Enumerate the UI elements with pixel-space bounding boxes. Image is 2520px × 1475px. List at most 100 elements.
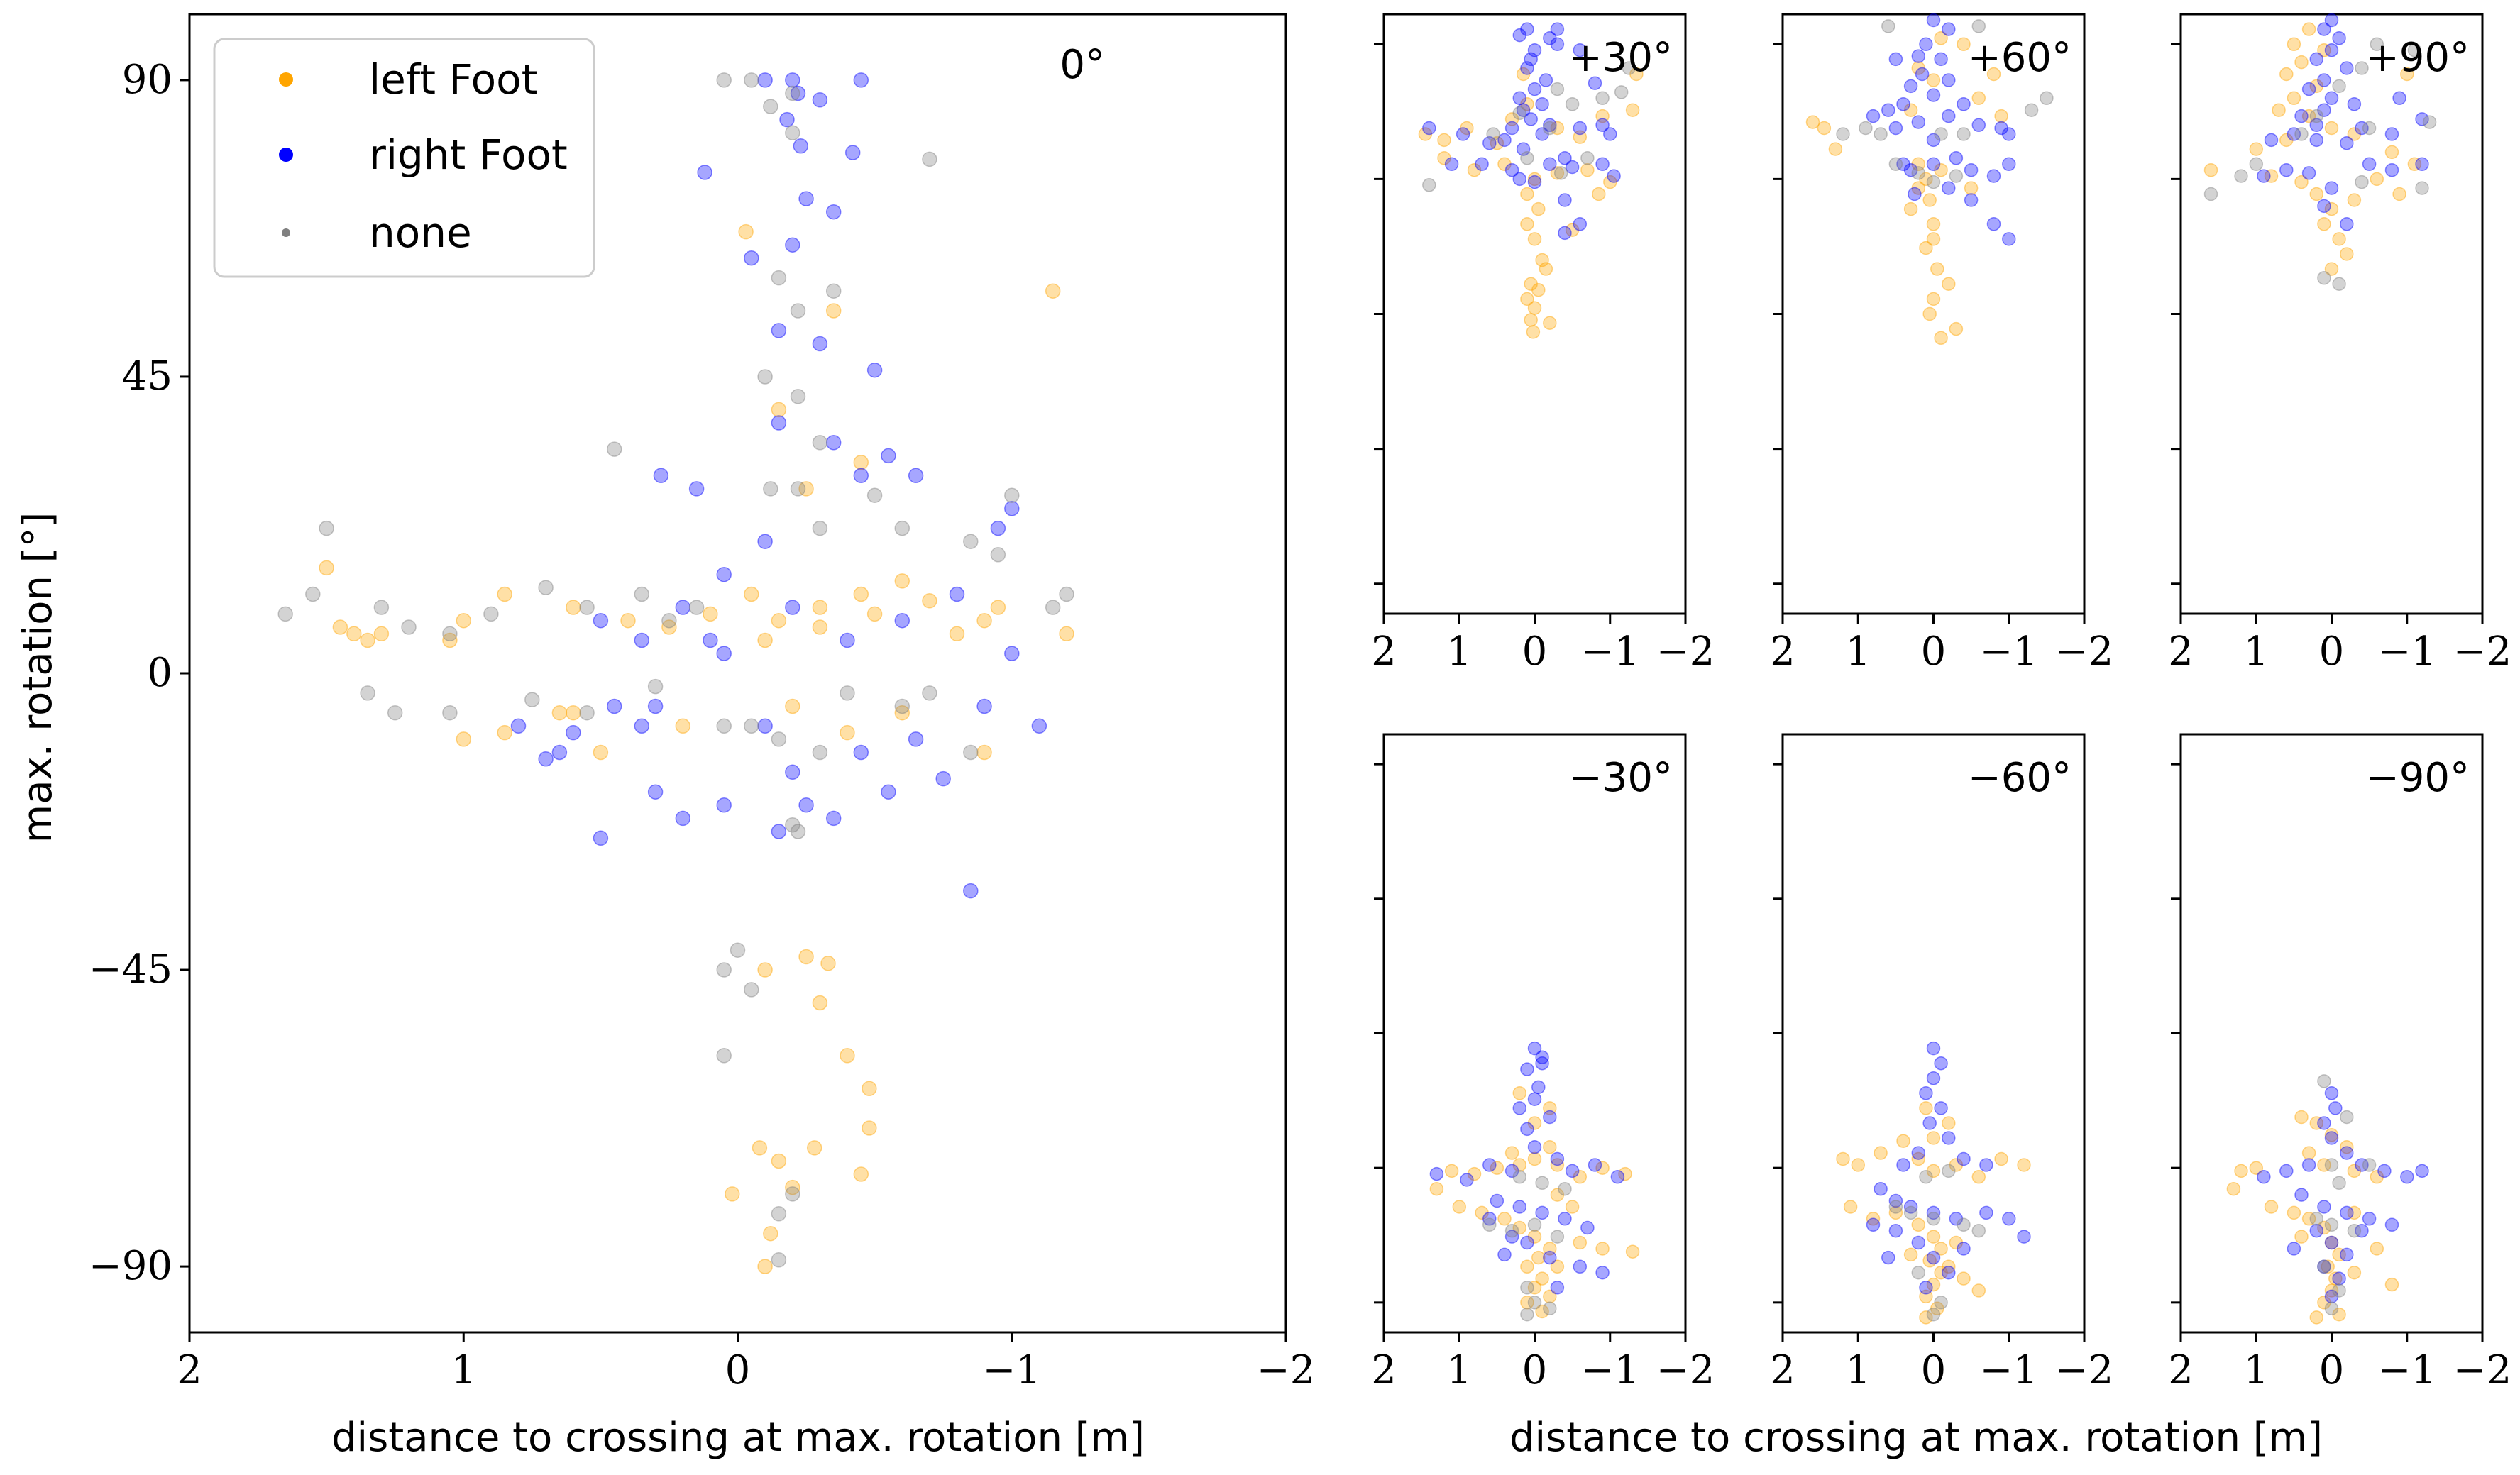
data-point-none	[373, 600, 390, 615]
data-point-none	[2324, 1301, 2339, 1316]
data-point-left-foot	[1942, 1116, 1956, 1130]
data-point-none	[2317, 1259, 2331, 1274]
x-tick-label: 2	[1371, 1347, 1397, 1393]
data-point-left-foot	[2324, 121, 2339, 136]
x-tick-label: −2	[2055, 1347, 2114, 1393]
data-point-left-foot	[1874, 1146, 1888, 1160]
data-point-left-foot	[1520, 217, 1534, 231]
panel-angle-label: −90°	[2366, 755, 2470, 801]
data-point-left-foot	[2340, 1139, 2354, 1154]
data-point-none	[579, 705, 595, 721]
data-point-right-foot	[2362, 157, 2377, 172]
data-point-left-foot	[2317, 1296, 2331, 1310]
data-point-right-foot	[1422, 121, 1436, 136]
data-point-left-foot	[1618, 1166, 1632, 1181]
data-point-right-foot	[1964, 193, 1979, 207]
data-point-none	[1565, 97, 1580, 111]
data-point-right-foot	[825, 810, 842, 827]
x-tick-label: −1	[1580, 629, 1639, 675]
data-point-right-foot	[2332, 31, 2346, 45]
data-point-left-foot	[2309, 1116, 2324, 1130]
data-point-right-foot	[1516, 142, 1531, 156]
data-point-right-foot	[2340, 1247, 2354, 1262]
legend-marker-right-foot	[279, 148, 293, 162]
data-point-left-foot	[1595, 1242, 1610, 1256]
data-point-right-foot	[593, 830, 609, 846]
data-point-left-foot	[1467, 162, 1482, 177]
data-point-right-foot	[1926, 1250, 1941, 1265]
data-point-left-foot	[703, 606, 718, 622]
x-tick-label: −2	[1656, 1347, 1715, 1393]
data-point-right-foot	[757, 534, 773, 549]
data-point-right-foot	[1888, 1223, 1903, 1238]
x-tick-label: 1	[2243, 629, 2269, 675]
x-tick-label: 1	[1845, 1347, 1871, 1393]
data-point-right-foot	[744, 250, 759, 266]
data-point-left-foot	[825, 303, 842, 319]
data-point-right-foot	[976, 698, 992, 714]
data-point-none	[1520, 151, 1534, 165]
data-point-right-foot	[1588, 76, 1602, 90]
data-point-left-foot	[1573, 130, 1588, 144]
data-point-left-foot	[1531, 282, 1546, 297]
data-point-right-foot	[2294, 1188, 2309, 1202]
x-tick-label: 0	[725, 1347, 751, 1393]
data-point-right-foot	[1497, 133, 1512, 148]
main-x-axis-label: distance to crossing at max. rotation [m…	[331, 1415, 1145, 1461]
data-point-left-foot	[2370, 1170, 2384, 1184]
data-point-none	[2362, 1158, 2377, 1172]
data-point-right-foot	[1911, 1235, 1926, 1250]
data-point-none	[442, 705, 458, 721]
data-point-right-foot	[1558, 193, 1572, 207]
data-point-left-foot	[2392, 187, 2406, 201]
data-point-right-foot	[2324, 91, 2339, 106]
data-point-none	[990, 547, 1006, 563]
data-point-right-foot	[1565, 1164, 1580, 1178]
data-point-left-foot	[1490, 136, 1504, 150]
x-tick-label: −2	[2453, 1347, 2512, 1393]
data-point-none	[2355, 175, 2369, 189]
data-point-left-foot	[752, 1140, 768, 1156]
panel-3: 2 1 0 −1 −2 +60°	[1770, 13, 2113, 675]
data-point-none	[2332, 277, 2346, 291]
data-point-left-foot	[1535, 1271, 1549, 1286]
data-point-right-foot	[785, 237, 800, 253]
data-point-none	[922, 685, 937, 701]
data-point-left-foot	[1926, 1277, 1941, 1292]
data-point-left-foot	[1930, 1301, 1944, 1316]
data-point-left-foot	[1444, 1164, 1459, 1178]
data-point-left-foot	[1971, 91, 1986, 106]
data-point-right-foot	[1543, 157, 1557, 172]
data-point-right-foot	[2317, 1259, 2331, 1274]
data-point-left-foot	[922, 593, 937, 609]
data-point-right-foot	[1524, 112, 1538, 126]
data-point-right-foot	[1911, 115, 1926, 129]
data-point-left-foot	[675, 718, 691, 734]
data-point-right-foot	[881, 784, 896, 800]
data-point-right-foot	[1543, 1250, 1557, 1265]
data-point-left-foot	[1531, 1250, 1546, 1265]
data-point-none	[2415, 181, 2429, 195]
data-point-left-foot	[1934, 1242, 1948, 1256]
data-point-right-foot	[2317, 103, 2331, 117]
data-point-right-foot	[963, 883, 979, 899]
data-point-none	[1614, 85, 1629, 99]
data-point-left-foot	[1418, 127, 1433, 141]
data-point-left-foot	[798, 949, 814, 965]
data-point-left-foot	[2332, 1307, 2346, 1322]
data-point-left-foot	[2017, 1158, 2031, 1172]
data-point-right-foot	[1512, 1101, 1527, 1115]
data-point-left-foot	[1922, 1254, 1937, 1268]
x-tick-label: −2	[1656, 629, 1715, 675]
data-point-right-foot	[1535, 1050, 1549, 1064]
data-point-left-foot	[1949, 321, 1964, 336]
data-point-right-foot	[1482, 1212, 1497, 1226]
data-point-right-foot	[1964, 162, 1979, 177]
data-point-left-foot	[1535, 253, 1549, 267]
data-point-left-foot	[2328, 1271, 2343, 1286]
data-point-none	[483, 606, 499, 622]
panel-angle-label: 0°	[1060, 42, 1105, 88]
data-point-left-foot	[1573, 1235, 1588, 1250]
data-point-none	[2309, 1212, 2324, 1226]
data-point-left-foot	[2294, 55, 2309, 70]
